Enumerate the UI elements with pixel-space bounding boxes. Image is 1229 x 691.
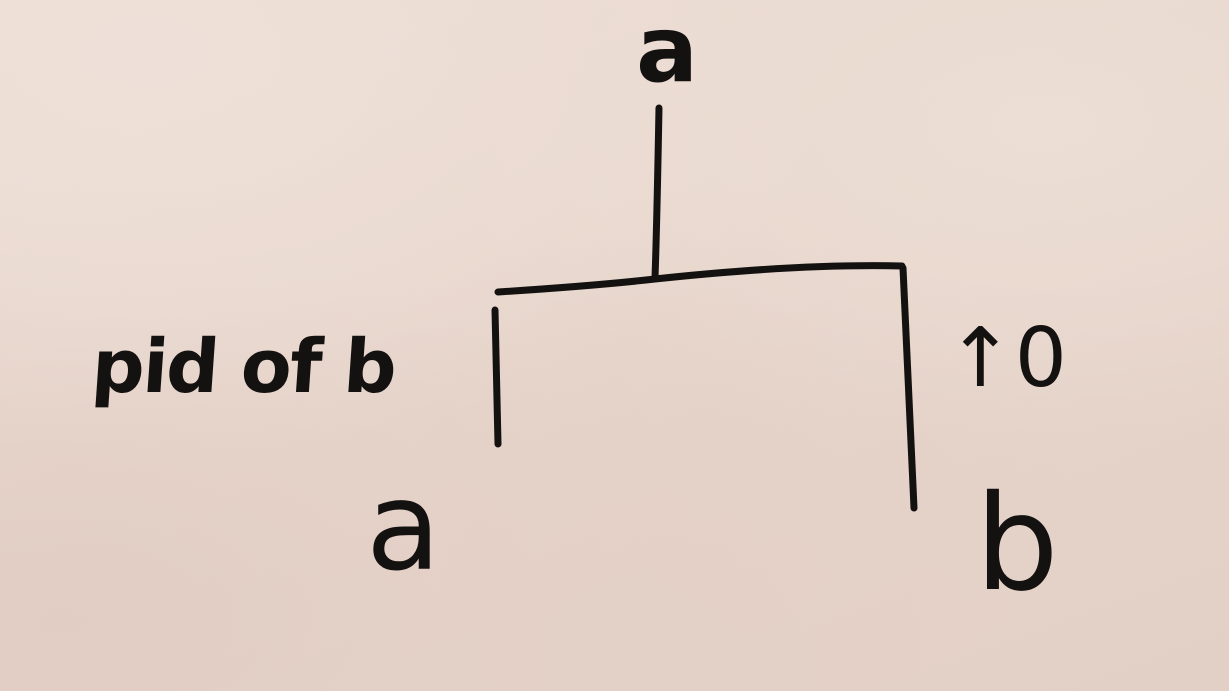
right-leaf-label: b <box>975 467 1059 621</box>
right-branch-line <box>899 264 918 512</box>
left-branch-line <box>491 306 502 448</box>
right-edge-label: ↑0 <box>946 311 1067 406</box>
root-stem <box>651 104 663 282</box>
left-leaf-label: a <box>366 456 441 598</box>
left-edge-label: pid of b <box>88 324 398 410</box>
root-node-label: a <box>636 0 699 103</box>
horizontal-branch <box>494 262 906 296</box>
